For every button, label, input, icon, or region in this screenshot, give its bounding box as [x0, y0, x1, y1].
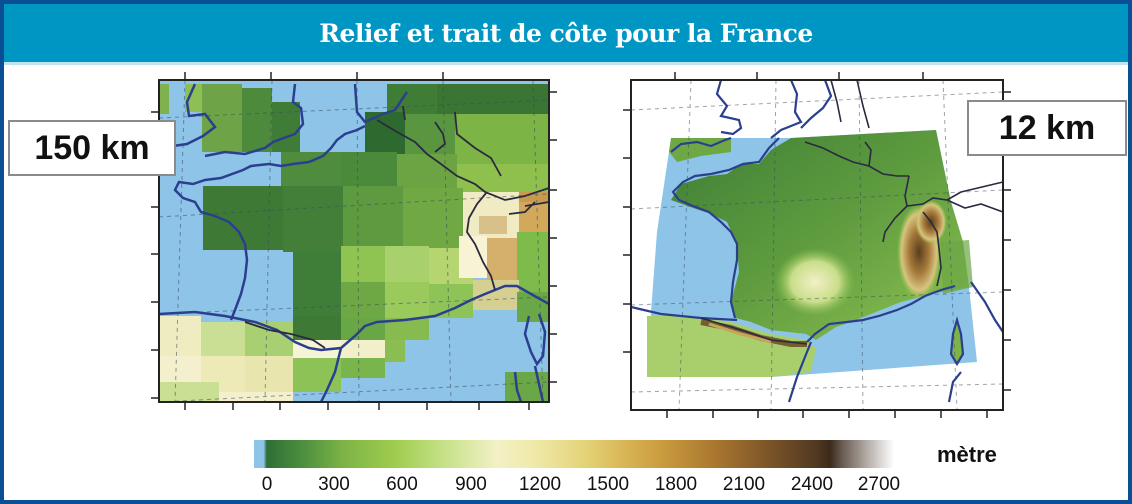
tick-label: 2100 — [722, 474, 766, 495]
fine-relief — [647, 130, 973, 377]
coastlines — [158, 83, 550, 403]
coastlines — [630, 79, 1004, 403]
map-12km — [601, 72, 1021, 427]
tick-label: 300 — [318, 474, 350, 495]
colorbar-ticks: 0 300 600 900 1200 1500 1800 2100 2400 2… — [250, 474, 910, 498]
tick-label: 2700 — [857, 474, 901, 495]
title-bar: Relief et trait de côte pour la France — [4, 4, 1128, 65]
tick-label: 1500 — [586, 474, 630, 495]
tick-label: 0 — [261, 474, 273, 495]
figure-title: Relief et trait de côte pour la France — [319, 18, 813, 48]
resolution-label-150km: 150 km — [8, 120, 176, 176]
axis-ticks — [151, 72, 557, 410]
coarse-relief-cells — [159, 84, 549, 402]
tick-label: 600 — [386, 474, 418, 495]
tick-label: 900 — [455, 474, 487, 495]
colorbar-unit-label: mètre — [937, 442, 997, 467]
map-150km — [145, 72, 565, 422]
resolution-label-12km: 12 km — [967, 100, 1127, 156]
graticule — [630, 79, 1004, 411]
elevation-colorbar — [254, 440, 894, 468]
tick-label: 1800 — [654, 474, 698, 495]
tick-label: 2400 — [790, 474, 834, 495]
axis-ticks — [623, 72, 1011, 418]
graticule — [158, 79, 550, 403]
tick-label: 1200 — [518, 474, 562, 495]
country-borders — [244, 105, 550, 349]
